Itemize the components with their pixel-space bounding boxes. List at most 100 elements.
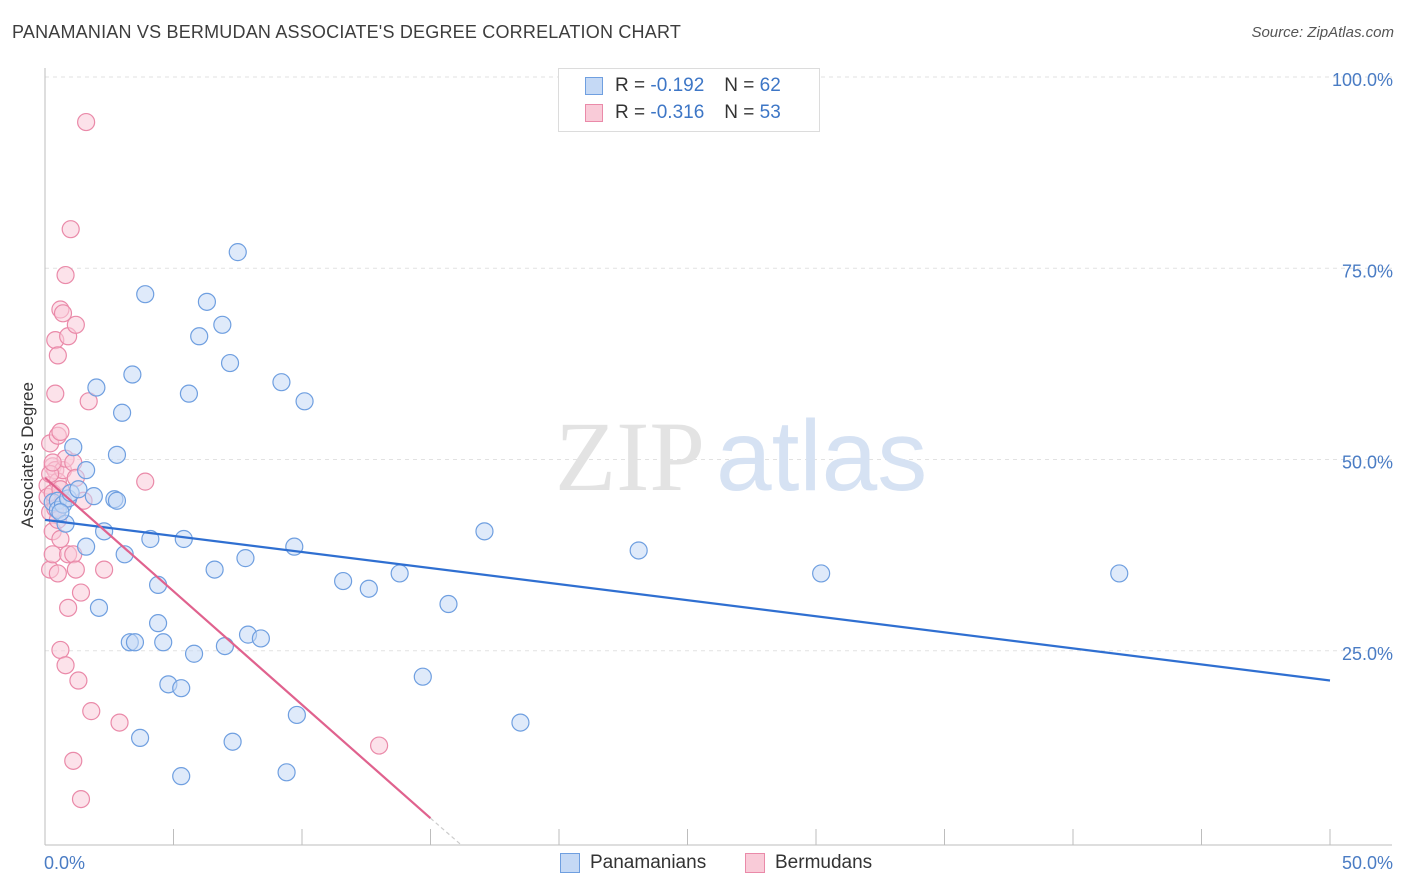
bermudan-point [77,112,96,132]
panamanian-point [190,327,209,346]
panamanian-point [84,487,103,506]
panamanian-point [107,491,127,510]
panamanian-point [215,636,234,656]
watermark-zip: ZIP [555,401,705,512]
bermudan-point [69,671,88,690]
bermudan-point [71,583,91,602]
bermudan-point [56,656,75,675]
bottom-legend-panamanians: Panamanians [560,852,706,874]
bottom-swatch-pink [745,853,765,873]
panamanian-point [69,480,88,499]
bermudan-point [56,265,75,285]
panamanian-point [148,614,168,633]
bermudan-point [79,392,98,411]
panamanian-point [141,529,160,549]
panamanian-point [51,503,70,522]
panamanian-point [107,445,127,464]
panamanian-point [236,549,255,568]
panamanian-point [172,679,191,698]
panamanian-point [272,373,291,392]
bermudans-trend-line [44,476,432,820]
source-label: Source: ZipAtlas.com [1251,24,1394,41]
legend-swatch-blue [585,77,603,95]
bermudan-point [48,346,67,365]
legend-n-label: N = [724,75,755,96]
panamanian-point [277,763,296,782]
bermudan-point [51,640,70,660]
x-tick-label: 50.0% [1342,853,1393,873]
trend-lines [44,476,1331,846]
panamanian-point [87,378,106,397]
legend-r-label: R = [615,102,646,123]
legend-row-panamanians: R = -0.192 N = 62 [585,73,781,99]
panamanian-point [89,598,109,617]
bermudan-point [59,598,78,617]
legend-n-value: 53 [759,102,781,123]
panamanian-point [475,522,494,541]
panamanian-point [205,560,224,579]
legend-r-label: R = [615,75,646,96]
panamanians-trend-line [44,518,1331,682]
panamanian-point [154,633,173,652]
panamanian-point [1110,564,1129,583]
bermudan-point [64,751,83,770]
bermudan-point [51,529,70,549]
panamanian-point [812,564,831,583]
bermudan-point [61,220,80,239]
bermudan-point [66,315,85,334]
legend-n-label: N = [724,102,755,123]
y-tick-label: 25.0% [1342,644,1393,664]
y-axis-title: Associate's Degree [18,382,37,528]
chart-title: PANAMANIAN VS BERMUDAN ASSOCIATE'S DEGRE… [12,22,682,42]
correlation-legend: R = -0.192 N = 62 R = -0.316 N = 53 [558,68,820,132]
panamanian-point [77,537,96,556]
axis-labels: 25.0% 50.0% 75.0% 100.0% 0.0% 50.0% Associate'… [18,70,1393,873]
watermark: ZIP atlas [555,400,927,512]
y-tick-label: 100.0% [1332,70,1393,90]
legend-swatch-pink [585,104,603,122]
bermudan-point [51,422,70,441]
y-tick-label: 50.0% [1342,453,1393,473]
panamanian-point [629,541,648,560]
bermudan-point [46,384,65,403]
panamanian-point [130,728,150,748]
x-tick-label: 0.0% [44,853,85,873]
panamanian-point [136,285,155,304]
bermudan-point [136,472,155,491]
bermudan-point [71,789,91,809]
axes [44,68,1392,846]
bermudans-trend-extension [430,817,462,846]
panamanian-point [223,732,242,751]
bermudan-point [43,453,62,472]
panamanian-point [439,594,458,614]
bermudan-point [48,564,67,583]
panamanian-point [228,243,247,262]
bottom-legend-bermudans: Bermudans [745,852,872,874]
bermudan-point [82,702,101,721]
panamanian-point [179,384,199,403]
panamanian-point [511,713,530,732]
panamanian-point [295,392,314,411]
panamanian-point [197,292,217,311]
legend-n-value: 62 [759,75,781,96]
legend-row-bermudans: R = -0.316 N = 53 [585,100,781,126]
bermudans-points [38,112,389,809]
bottom-legend-label: Panamanians [590,852,707,873]
panamanian-point [112,403,132,422]
bermudan-point [53,304,73,323]
panamanian-point [359,579,378,598]
bottom-swatch-blue [560,853,580,873]
panamanian-point [334,571,353,591]
y-tick-label: 75.0% [1342,261,1393,281]
bermudan-point [43,545,62,564]
bermudan-point [66,560,85,579]
watermark-atlas: atlas [716,400,927,512]
panamanian-point [77,461,96,480]
bermudan-point [110,713,129,732]
panamanian-point [413,667,432,686]
panamanian-point [125,633,145,652]
bermudan-point [370,736,389,755]
panamanian-point [390,564,409,583]
panamanian-point [213,315,232,334]
